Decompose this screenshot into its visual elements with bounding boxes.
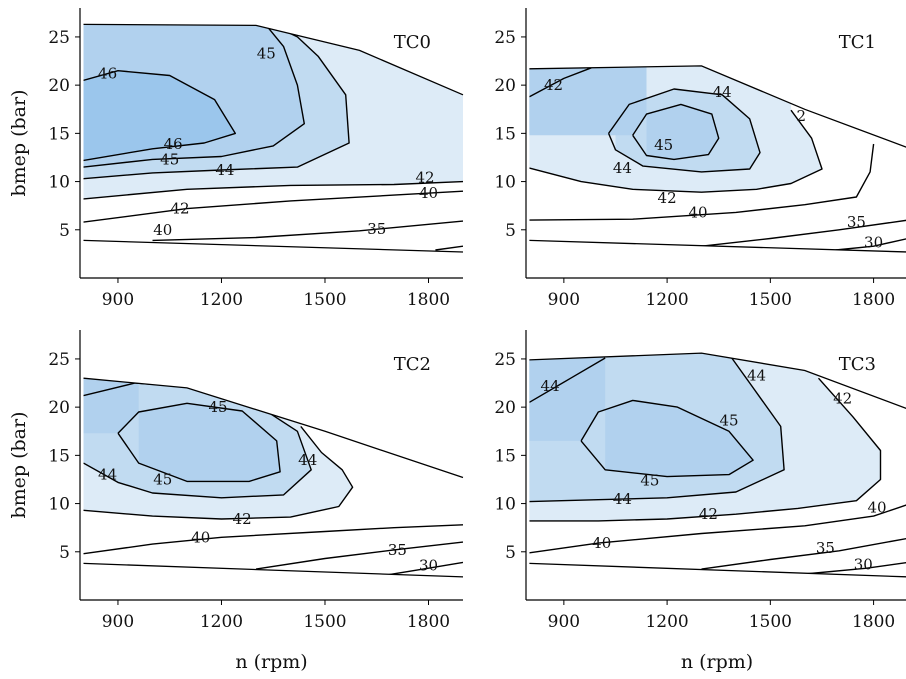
contour-label: 44 [613,159,632,177]
contour-label: 45 [160,150,179,168]
panel-tc3: 44 44 42 45 45 44 42 40 40 35 30 900 1200 1500 1800 5 10… [494,282,906,673]
contour-label: 42 [544,76,563,94]
x-tick-label: 1800 [407,290,450,310]
x-tick-label: 1500 [749,290,792,310]
contour-label: 30 [419,556,438,574]
x-tick-label: 1200 [645,612,688,632]
y-axis-label: bmep (bar) [8,411,30,518]
y-tick-label: 25 [48,28,70,48]
x-tick-label: 900 [548,290,580,310]
contour-label: 45 [654,136,673,154]
x-tick-label: 1200 [645,290,688,310]
contour-label: 45 [208,398,227,416]
y-tick-label: 10 [494,495,516,515]
panel-title: TC0 [394,32,431,53]
y-tick-label: 20 [494,398,516,418]
panel-title: TC2 [394,354,431,375]
contour-label: 42 [171,200,190,218]
x-tick-label: 1200 [200,612,243,632]
x-axis-label: n (rpm) [681,651,753,673]
contour-label: 44 [298,451,317,469]
contour-label: 44 [98,466,117,484]
contour-line-40 [84,191,464,222]
contour-label: 46 [98,65,117,83]
x-tick-label: 1500 [303,612,346,632]
y-tick-label: 20 [48,76,70,96]
contour-label: 45 [719,412,738,430]
contour-label: 40 [419,184,438,202]
x-tick-label: 1200 [200,290,243,310]
contour-line-35 [702,538,906,569]
x-tick-label: 1800 [407,612,450,632]
contour-label: 40 [689,203,708,221]
y-tick-label: 5 [505,221,516,241]
x-tick-label: 1500 [749,612,792,632]
contour-label: 35 [367,220,386,238]
contour-label: 44 [747,366,766,384]
contour-label: 42 [658,189,677,207]
panel-title: TC1 [839,32,876,53]
contour-label: 45 [153,470,172,488]
x-tick-label: 900 [102,612,134,632]
contour-label: 44 [215,161,234,179]
y-axis-label: bmep (bar) [8,89,30,196]
contour-label: 44 [541,377,560,395]
panel-tc2: 45 44 44 45 42 40 35 30 900 1200 1500 1800 5 10 15 20 25… [8,282,463,673]
x-tick-label: 900 [102,290,134,310]
y-tick-label: 5 [59,543,70,563]
contour-line-30 [435,246,463,250]
contour-label: 40 [153,221,172,239]
y-tick-label: 15 [494,446,516,466]
contour-label: 44 [713,83,732,101]
panel-tc1: 42 44 2 45 44 42 40 35 30 900 1200 1500 1800 5 10 15 20 2… [494,0,906,310]
y-tick-label: 10 [48,173,70,193]
contour-label: 30 [864,233,883,251]
y-tick-label: 25 [48,350,70,370]
contour-label: 40 [867,498,886,516]
y-tick-label: 10 [494,173,516,193]
contour-label: 40 [191,528,210,546]
y-tick-label: 15 [48,124,70,144]
lower-boundary-line [84,240,464,252]
contour-label: 45 [640,471,659,489]
lower-boundary-line [529,240,906,252]
x-tick-label: 1800 [852,290,895,310]
y-tick-label: 5 [505,543,516,563]
contour-label: 40 [592,534,611,552]
filled-regions [509,282,881,521]
x-axis-label: n (rpm) [235,651,307,673]
y-tick-label: 25 [494,28,516,48]
panel-title: TC3 [839,354,876,375]
contour-label: 35 [847,213,866,231]
contour-label: 35 [388,541,407,559]
contour-label: 45 [257,44,276,62]
contour-label: 44 [613,490,632,508]
y-tick-label: 15 [48,446,70,466]
y-tick-label: 20 [48,398,70,418]
y-tick-label: 5 [59,221,70,241]
contour-label: 2 [797,107,807,125]
x-tick-label: 900 [548,612,580,632]
y-tick-label: 25 [494,350,516,370]
contour-line-35 [153,221,464,240]
lower-boundary-line [84,563,464,577]
contour-label: 30 [854,555,873,573]
contour-label: 42 [699,505,718,523]
x-tick-label: 1500 [303,290,346,310]
y-tick-label: 15 [494,124,516,144]
x-tick-label: 1800 [852,612,895,632]
contour-label: 42 [233,510,252,528]
y-tick-label: 20 [494,76,516,96]
y-tick-label: 10 [48,495,70,515]
contour-label: 35 [816,539,835,557]
contour-label: 42 [833,389,852,407]
